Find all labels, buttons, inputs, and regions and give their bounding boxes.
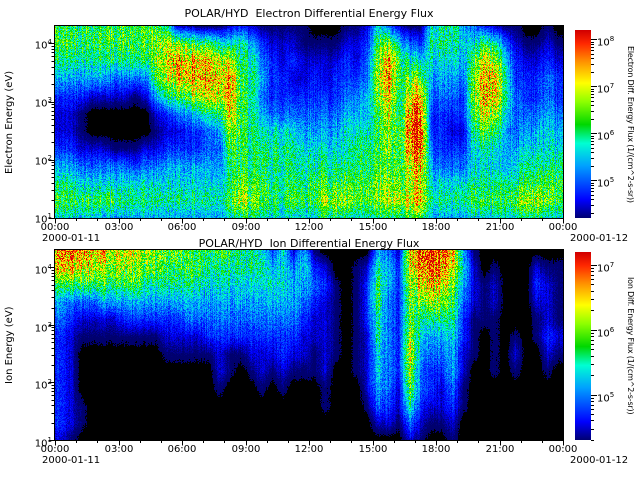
- electron-y-axis-label: Electron Energy (eV): [4, 70, 15, 174]
- ion-ytick-label: 103: [34, 321, 52, 335]
- ion-xtick-label: 06:00: [167, 444, 197, 455]
- electron-xtick-label: 18:00: [421, 222, 451, 233]
- electron-xtick-label: 09:00: [231, 222, 261, 233]
- ion-colorbar-canvas: [575, 252, 591, 440]
- ion-spectrogram-canvas: [55, 250, 563, 440]
- electron-panel-title: POLAR/HYD Electron Differential Energy F…: [184, 7, 434, 20]
- ion-xtick-label: 21:00: [485, 444, 515, 455]
- electron-xtick-label: 06:00: [167, 222, 197, 233]
- electron-xtick-label: 12:00: [294, 222, 324, 233]
- ion-xtick-label: 00:00: [548, 444, 578, 455]
- electron-xtick-label: 00:00: [548, 222, 578, 233]
- ion-colorbar-tick: 105: [597, 391, 615, 405]
- electron-xtick-label: 03:00: [104, 222, 134, 233]
- ion-xtick-label: 03:00: [104, 444, 134, 455]
- ion-xtick-label: 09:00: [231, 444, 261, 455]
- ion-end-date: 2000-01-12: [570, 455, 629, 466]
- electron-xtick-label: 00:00: [40, 222, 70, 233]
- electron-colorbar-label: Electron Diff. Energy Flux (1/(cm^2-s-sr…: [626, 45, 635, 203]
- ion-xtick-label: 15:00: [358, 444, 388, 455]
- electron-start-date: 2000-01-11: [42, 233, 101, 244]
- ion-ytick-label: 101: [34, 436, 52, 450]
- ion-ytick-label: 102: [34, 378, 52, 392]
- electron-colorbar-tick: 106: [597, 129, 615, 143]
- ion-xtick-label: 12:00: [294, 444, 324, 455]
- electron-spectrogram-canvas: [55, 26, 563, 218]
- ion-colorbar-tick: 107: [597, 261, 615, 275]
- ion-xtick-label: 00:00: [40, 444, 70, 455]
- ion-colorbar-label: Ion Diff. Energy Flux (1/(cm^2-s-sr)): [626, 277, 635, 415]
- electron-ytick-label: 102: [34, 154, 52, 168]
- electron-colorbar-tick: 107: [597, 82, 615, 96]
- electron-colorbar-tick: 108: [597, 35, 615, 49]
- electron-ytick-label: 103: [34, 96, 52, 110]
- electron-colorbar-tick: 105: [597, 176, 615, 190]
- electron-ytick-label: 104: [34, 38, 52, 52]
- electron-xtick-label: 15:00: [358, 222, 388, 233]
- electron-xtick-label: 21:00: [485, 222, 515, 233]
- electron-end-date: 2000-01-12: [570, 233, 629, 244]
- ion-y-axis-label: Ion Energy (eV): [4, 306, 15, 384]
- ion-start-date: 2000-01-11: [42, 455, 101, 466]
- ion-colorbar-tick: 106: [597, 326, 615, 340]
- electron-ytick-label: 101: [34, 212, 52, 226]
- ion-panel-title: POLAR/HYD Ion Differential Energy Flux: [198, 237, 420, 250]
- electron-colorbar-canvas: [575, 30, 591, 218]
- ion-xtick-label: 18:00: [421, 444, 451, 455]
- ion-ytick-label: 104: [34, 263, 52, 277]
